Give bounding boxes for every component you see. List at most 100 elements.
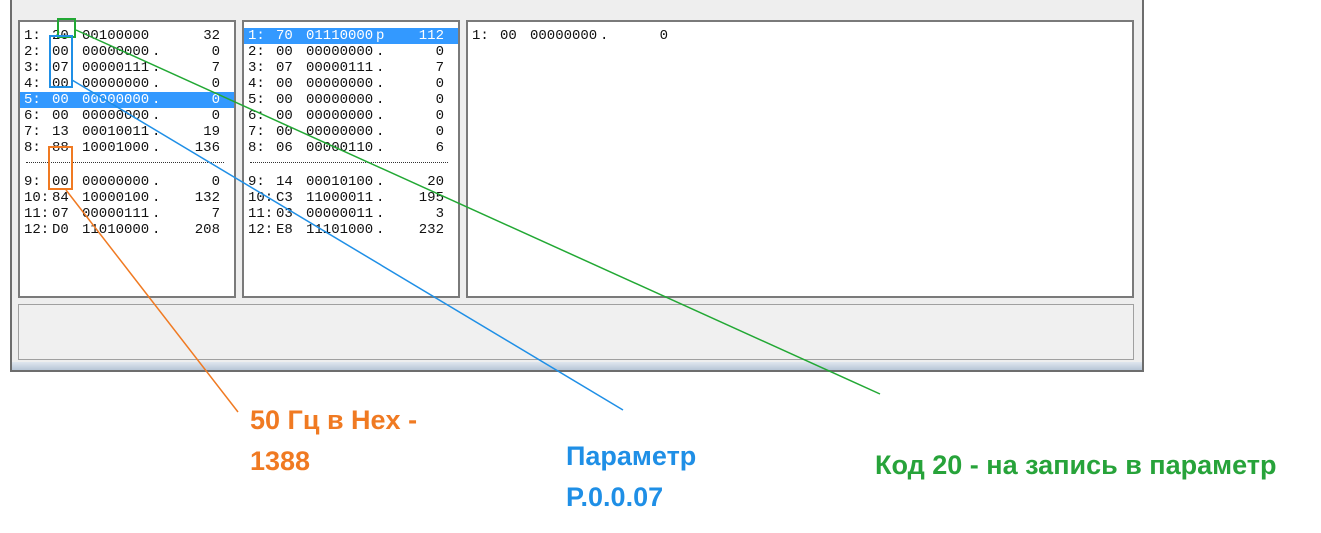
byte-char: . — [152, 222, 161, 238]
byte-row[interactable]: 12: E8 11101000 . 232 — [244, 222, 458, 238]
byte-char: . — [376, 190, 385, 206]
byte-row[interactable]: 10: 84 10000100 . 132 — [20, 190, 234, 206]
byte-row[interactable]: 1: 00 00000000 . 0 — [468, 28, 1132, 44]
byte-binary: 10000100 — [82, 190, 150, 206]
byte-decimal: 0 — [211, 76, 220, 92]
byte-hex: 00 — [276, 44, 293, 60]
byte-char: . — [600, 28, 609, 44]
byte-hex: 07 — [52, 60, 69, 76]
byte-decimal: 0 — [435, 124, 444, 140]
byte-index: 12: — [24, 222, 50, 238]
byte-row[interactable]: 9: 00 00000000 . 0 — [20, 174, 234, 190]
byte-index: 4: — [248, 76, 265, 92]
byte-char: . — [376, 76, 385, 92]
byte-index: 12: — [248, 222, 274, 238]
byte-hex: 14 — [276, 174, 293, 190]
byte-index: 7: — [248, 124, 265, 140]
frequency-annotation: 50 Гц в Hex - 1388 — [250, 400, 417, 482]
byte-index: 3: — [24, 60, 41, 76]
byte-char: . — [376, 108, 385, 124]
byte-decimal: 7 — [435, 60, 444, 76]
byte-char: . — [152, 92, 161, 108]
byte-char: . — [376, 92, 385, 108]
byte-hex: 00 — [276, 92, 293, 108]
byte-decimal: 0 — [211, 44, 220, 60]
byte-row[interactable]: 8: 06 00000110 . 6 — [244, 140, 458, 156]
byte-binary: 00000000 — [306, 108, 374, 124]
frequency-annotation-line2: 1388 — [250, 446, 311, 476]
byte-hex: 00 — [276, 76, 293, 92]
byte-hex: 07 — [276, 60, 293, 76]
byte-hex: 00 — [52, 44, 69, 60]
byte-decimal: 7 — [211, 206, 220, 222]
log-panel[interactable]: 1: 00 00000000 . 0 — [466, 20, 1134, 298]
byte-index: 10: — [24, 190, 50, 206]
byte-binary: 00000000 — [82, 108, 150, 124]
byte-row[interactable]: 9: 14 00010100 . 20 — [244, 174, 458, 190]
byte-row[interactable]: 8: 88 10001000 . 136 — [20, 140, 234, 156]
byte-hex: 07 — [52, 206, 69, 222]
byte-binary: 00010011 — [82, 124, 150, 140]
parameter-annotation: Параметр P.0.0.07 — [566, 436, 696, 518]
byte-decimal: 0 — [211, 174, 220, 190]
byte-row[interactable]: 3: 07 00000111 . 7 — [20, 60, 234, 76]
byte-row[interactable]: 6: 00 00000000 . 0 — [244, 108, 458, 124]
byte-index: 11: — [248, 206, 274, 222]
byte-index: 8: — [24, 140, 41, 156]
byte-binary: 11010000 — [82, 222, 150, 238]
byte-decimal: 3 — [435, 206, 444, 222]
byte-row[interactable]: 2: 00 00000000 . 0 — [244, 44, 458, 60]
byte-row[interactable]: 4: 00 00000000 . 0 — [244, 76, 458, 92]
byte-row[interactable]: 7: 00 00000000 . 0 — [244, 124, 458, 140]
byte-char: . — [152, 60, 161, 76]
byte-decimal: 0 — [435, 92, 444, 108]
byte-decimal: 132 — [194, 190, 220, 206]
orange-leader-line — [65, 189, 239, 413]
byte-row[interactable]: 7: 13 00010011 . 19 — [20, 124, 234, 140]
byte-decimal: 19 — [203, 124, 220, 140]
byte-row[interactable]: 3: 07 00000111 . 7 — [244, 60, 458, 76]
byte-index: 7: — [24, 124, 41, 140]
byte-decimal: 112 — [418, 28, 444, 44]
byte-binary: 00000000 — [530, 28, 598, 44]
byte-row[interactable]: 12: D0 11010000 . 208 — [20, 222, 234, 238]
byte-hex: 13 — [52, 124, 69, 140]
byte-row[interactable]: 5: 00 00000000 . 0 — [244, 92, 458, 108]
byte-binary: 00000000 — [82, 76, 150, 92]
byte-row[interactable]: 4: 00 00000000 . 0 — [20, 76, 234, 92]
row-separator — [26, 162, 224, 163]
byte-hex: 00 — [500, 28, 517, 44]
byte-char: . — [152, 76, 161, 92]
byte-hex: 06 — [276, 140, 293, 156]
byte-index: 1: — [24, 28, 41, 44]
byte-row[interactable]: 6: 00 00000000 . 0 — [20, 108, 234, 124]
serial-monitor-window: 1: 20 00100000 32 2: 00 00000000 . 0 3: … — [10, 0, 1144, 372]
byte-char: . — [376, 44, 385, 60]
received-bytes-panel[interactable]: 1: 70 01110000 p 112 2: 00 00000000 . 0 … — [242, 20, 460, 298]
byte-index: 3: — [248, 60, 265, 76]
byte-index: 5: — [248, 92, 265, 108]
byte-char: . — [376, 140, 385, 156]
byte-char: . — [152, 190, 161, 206]
byte-char: . — [376, 174, 385, 190]
byte-row[interactable]: 10: C3 11000011 . 195 — [244, 190, 458, 206]
function-code-highlight — [57, 18, 76, 38]
bottom-toolbar-area — [18, 304, 1134, 360]
green-leader-line — [75, 29, 881, 395]
byte-binary: 00000000 — [306, 124, 374, 140]
byte-char: . — [376, 60, 385, 76]
parameter-address-highlight — [49, 35, 73, 88]
byte-char: . — [152, 124, 161, 140]
byte-index: 8: — [248, 140, 265, 156]
byte-row-selected[interactable]: 1: 70 01110000 p 112 — [244, 28, 458, 44]
byte-index: 2: — [24, 44, 41, 60]
byte-hex: 00 — [276, 124, 293, 140]
byte-binary: 00010100 — [306, 174, 374, 190]
frequency-annotation-line1: 50 Гц в Hex - — [250, 405, 418, 435]
code-annotation-text: Код 20 - на запись в параметр — [875, 450, 1277, 480]
byte-binary: 00000111 — [306, 60, 374, 76]
byte-binary: 00000000 — [82, 174, 150, 190]
byte-hex: E8 — [276, 222, 293, 238]
byte-row[interactable]: 11: 07 00000111 . 7 — [20, 206, 234, 222]
byte-index: 9: — [24, 174, 41, 190]
